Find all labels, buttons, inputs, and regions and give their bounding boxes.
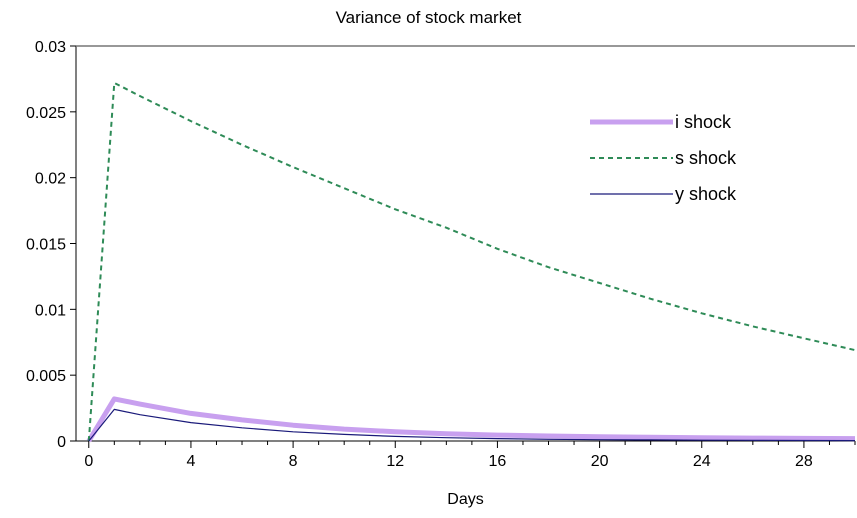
x-axis-title: Days (447, 491, 483, 508)
x-tick-label: 12 (386, 453, 404, 470)
x-tick-label: 20 (591, 453, 609, 470)
series-line-y-shock (88, 408, 856, 442)
y-tick-label: 0 (57, 434, 66, 451)
legend: i shock s shock y shock (590, 112, 737, 204)
y-tick-label: 0.01 (35, 302, 66, 319)
x-tick-label: 0 (84, 453, 93, 470)
x-tick-label: 16 (489, 453, 507, 470)
legend-label: y shock (675, 184, 737, 204)
x-tick-label: 28 (795, 453, 813, 470)
y-tick-label: 0.03 (35, 39, 66, 56)
x-tick-label: 8 (289, 453, 298, 470)
x-tick-label: 4 (186, 453, 195, 470)
chart-title: Variance of stock market (335, 8, 522, 27)
series-line-s-shock (87, 81, 856, 442)
legend-label: s shock (675, 148, 737, 168)
y-tick-label: 0.025 (26, 105, 66, 122)
series-line-i-shock (86, 396, 856, 443)
legend-label: i shock (675, 112, 732, 132)
axes: 0 0.005 0.01 0.015 0.02 0.025 0.03 0 4 8 12 16 20 24 2… (26, 39, 856, 470)
y-tick-label: 0.015 (26, 237, 66, 254)
y-tick-label: 0.005 (26, 368, 66, 385)
x-tick-label: 24 (693, 453, 711, 470)
y-tick-label: 0.02 (35, 171, 66, 188)
series-lines (86, 81, 856, 443)
